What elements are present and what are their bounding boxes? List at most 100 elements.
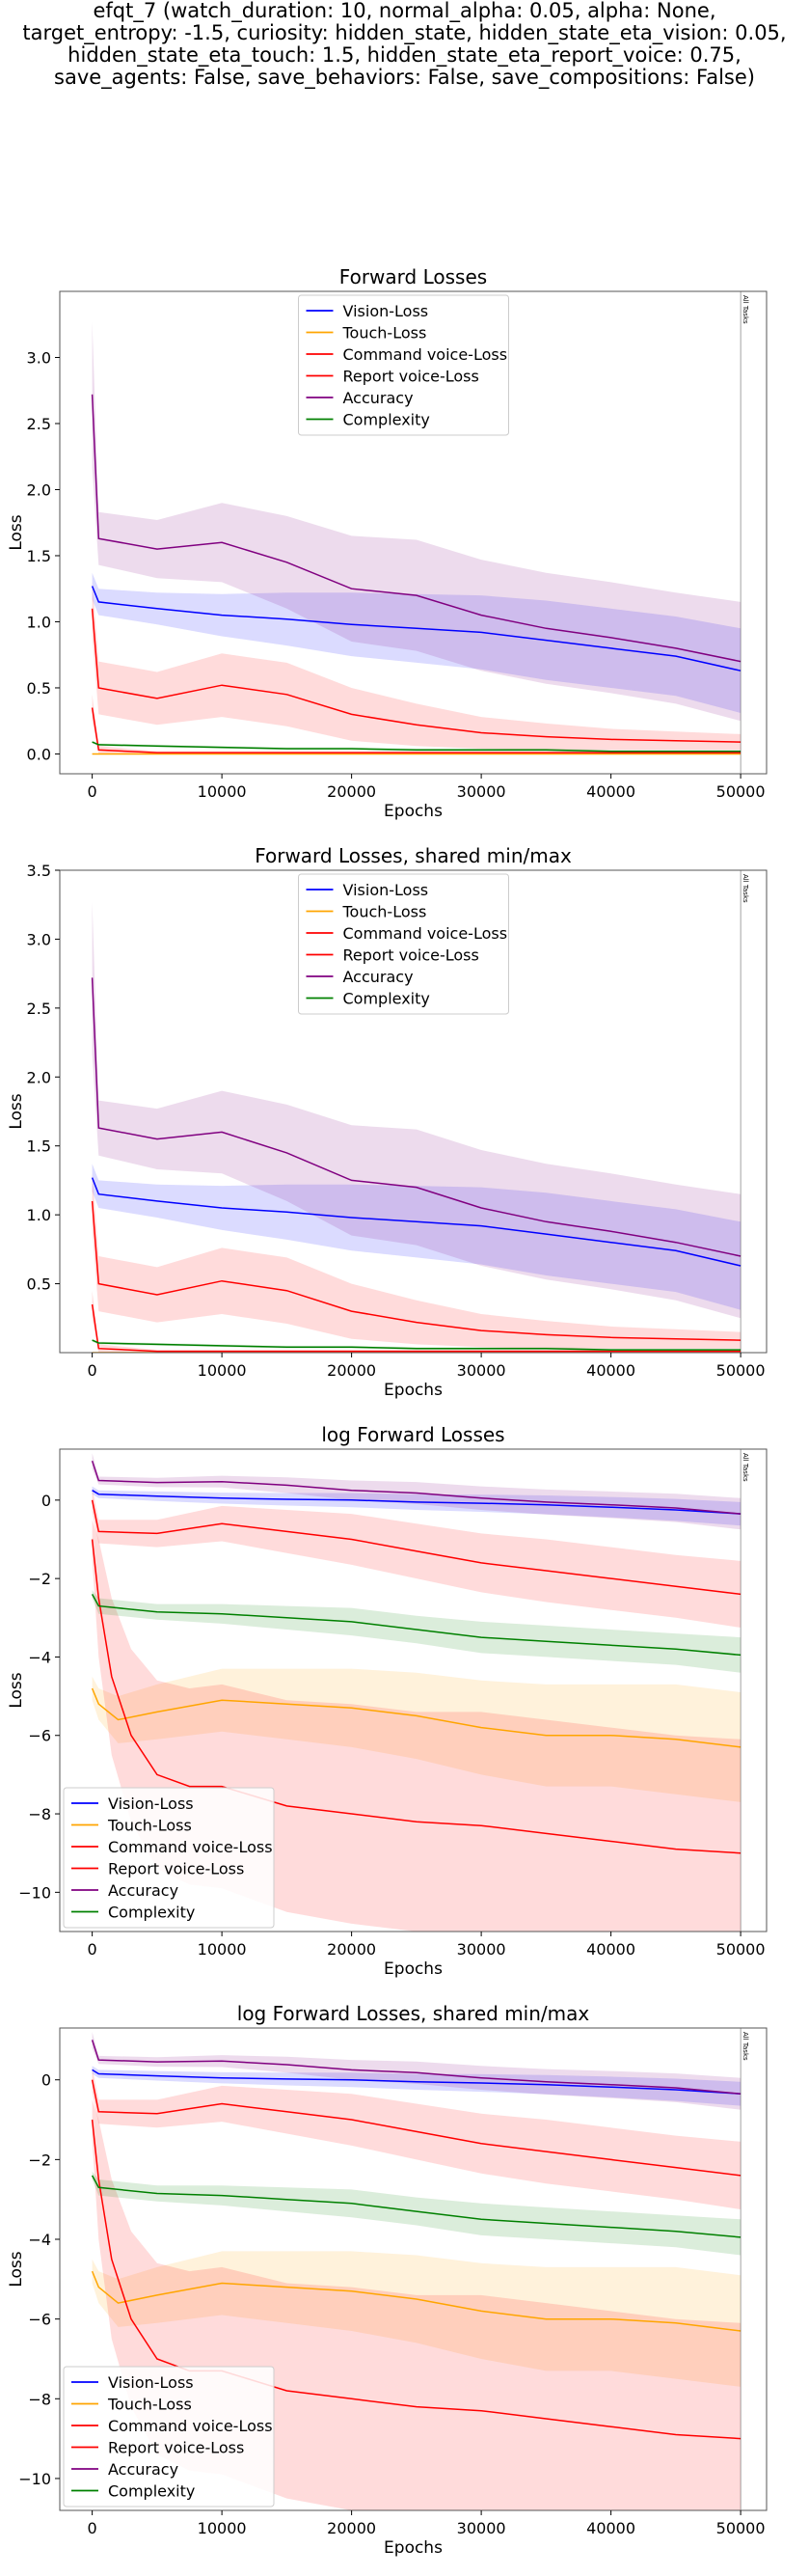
- line-command-voice-loss: [91, 707, 742, 754]
- y-tick-label: −8: [28, 2390, 51, 2408]
- line-complexity: [92, 741, 742, 753]
- band-accuracy: [92, 1453, 742, 1530]
- band-vision-loss: [92, 572, 742, 713]
- y-tick-label: −4: [28, 2231, 51, 2249]
- line-command-voice-loss: [91, 1539, 742, 1854]
- plot-frame: [59, 1448, 768, 1932]
- legend: Vision-Loss Touch-Loss Command voice-Loss R…: [63, 1787, 275, 1929]
- band-vision-loss: [92, 2066, 742, 2106]
- x-tick-label: 10000: [198, 1361, 247, 1380]
- line-accuracy: [91, 394, 742, 663]
- y-tick-label: −4: [28, 1648, 51, 1666]
- x-tick-label: 50000: [716, 1361, 766, 1380]
- y-tick-label: −2: [28, 2151, 51, 2169]
- band-complexity: [92, 1590, 742, 1673]
- legend-label-accuracy: Accuracy: [343, 389, 414, 407]
- legend-box: [298, 873, 509, 1015]
- line-vision-loss: [92, 1490, 742, 1515]
- x-tick-label: 30000: [457, 1940, 506, 1959]
- band-accuracy: [92, 2032, 742, 2110]
- chart-title: log Forward Losses, shared min/max: [237, 2002, 590, 2025]
- legend: Vision-Loss Touch-Loss Command voice-Loss R…: [298, 873, 509, 1015]
- legend-box: [63, 2366, 275, 2507]
- legend-label-command-voice-loss: Command voice-Loss: [108, 2417, 273, 2435]
- line-touch-loss: [91, 2270, 742, 2332]
- band-accuracy: [92, 901, 742, 1319]
- line-vision-loss: [92, 2069, 742, 2095]
- band-report-voice-loss: [92, 1488, 742, 1628]
- suptitle-line: target_entropy: -1.5, curiosity: hidden_…: [22, 21, 787, 44]
- y-tick-label: −2: [28, 1570, 51, 1588]
- legend-label-vision-loss: Vision-Loss: [343, 302, 429, 320]
- legend-box: [63, 1787, 275, 1929]
- line-touch-loss: [91, 1687, 742, 1748]
- x-tick-label: 40000: [586, 782, 635, 801]
- plot-frame: [59, 2027, 768, 2511]
- y-tick-label: 2.5: [27, 415, 51, 433]
- all-tasks-label: All Tasks: [742, 1453, 749, 1482]
- x-tick-label: 40000: [586, 1361, 635, 1380]
- y-tick-label: 3.5: [27, 862, 51, 880]
- x-tick-label: 50000: [716, 782, 766, 801]
- line-report-voice-loss: [91, 2079, 742, 2177]
- band-report-voice-loss: [92, 2068, 742, 2209]
- x-tick-label: 20000: [327, 1940, 376, 1959]
- all-tasks-label: All Tasks: [742, 2032, 749, 2061]
- legend: Vision-Loss Touch-Loss Command voice-Loss R…: [63, 2366, 275, 2507]
- line-report-voice-loss: [91, 1200, 742, 1341]
- chart-log-forward-losses: log Forward Losses All Tasks 0 10000 20000 30…: [7, 1423, 768, 1979]
- line-command-voice-loss: [91, 2119, 742, 2440]
- x-axis-label: Epochs: [384, 1381, 443, 1400]
- band-vision-loss: [92, 1486, 742, 1526]
- y-tick-label: 2.0: [27, 480, 51, 499]
- chart-forward-losses: Forward Losses All Tasks 0 10000 20000 30000 4…: [7, 265, 768, 821]
- legend-label-accuracy: Accuracy: [343, 968, 414, 986]
- legend-label-accuracy: Accuracy: [108, 1881, 178, 1900]
- legend-label-complexity: Complexity: [343, 411, 430, 429]
- chart-log-forward-losses-shared: log Forward Losses, shared min/max All Ta…: [7, 2002, 768, 2558]
- plot-area: [91, 2032, 742, 2510]
- band-report-voice-loss: [92, 1173, 742, 1349]
- suptitle-line: hidden_state_eta_touch: 1.5, hidden_stat…: [67, 43, 742, 67]
- legend-label-vision-loss: Vision-Loss: [108, 1795, 194, 1813]
- legend-label-vision-loss: Vision-Loss: [343, 881, 429, 899]
- y-axis-label: Loss: [7, 1093, 26, 1129]
- y-tick-label: 0.5: [27, 679, 51, 698]
- y-tick-label: 3.0: [27, 930, 51, 948]
- x-tick-label: 0: [88, 1361, 97, 1380]
- x-tick-label: 30000: [457, 1361, 506, 1380]
- line-complexity: [91, 2175, 742, 2238]
- plot-area: [91, 901, 742, 1353]
- figure-suptitle: efqt_7 (watch_duration: 10, normal_alpha…: [0, 0, 809, 89]
- plot-area: [91, 321, 742, 755]
- legend-label-touch-loss: Touch-Loss: [107, 2396, 192, 2414]
- x-axis-label: Epochs: [384, 2538, 443, 2558]
- y-tick-label: −6: [28, 1727, 51, 1745]
- band-vision-loss: [92, 1164, 742, 1310]
- chart-forward-losses-shared: Forward Losses, shared min/max All Tasks 0…: [7, 844, 768, 1400]
- legend-label-accuracy: Accuracy: [108, 2460, 178, 2479]
- y-axis-label: Loss: [7, 1672, 26, 1708]
- y-tick-label: 2.5: [27, 1000, 51, 1018]
- x-tick-label: 10000: [198, 2519, 247, 2537]
- line-command-voice-loss: [91, 1303, 742, 1353]
- legend-label-report-voice-loss: Report voice-Loss: [108, 2439, 244, 2457]
- line-accuracy: [91, 1460, 742, 1515]
- x-tick-label: 0: [88, 1940, 97, 1959]
- band-complexity: [92, 1338, 742, 1352]
- legend-box: [298, 294, 509, 436]
- x-tick-label: 40000: [586, 1940, 635, 1959]
- y-tick-label: 1.0: [27, 613, 51, 631]
- x-tick-label: 10000: [198, 782, 247, 801]
- y-tick-label: 3.0: [27, 348, 51, 367]
- y-axis-label: Loss: [7, 514, 26, 550]
- x-tick-label: 20000: [327, 782, 376, 801]
- x-tick-label: 10000: [198, 1940, 247, 1959]
- y-tick-label: −6: [28, 2311, 51, 2329]
- line-accuracy: [91, 977, 742, 1257]
- y-tick-label: 0.5: [27, 1275, 51, 1294]
- y-tick-label: 1.5: [27, 1137, 51, 1156]
- y-tick-label: 0: [41, 2071, 51, 2090]
- x-tick-label: 50000: [716, 2519, 766, 2537]
- x-tick-label: 40000: [586, 2519, 635, 2537]
